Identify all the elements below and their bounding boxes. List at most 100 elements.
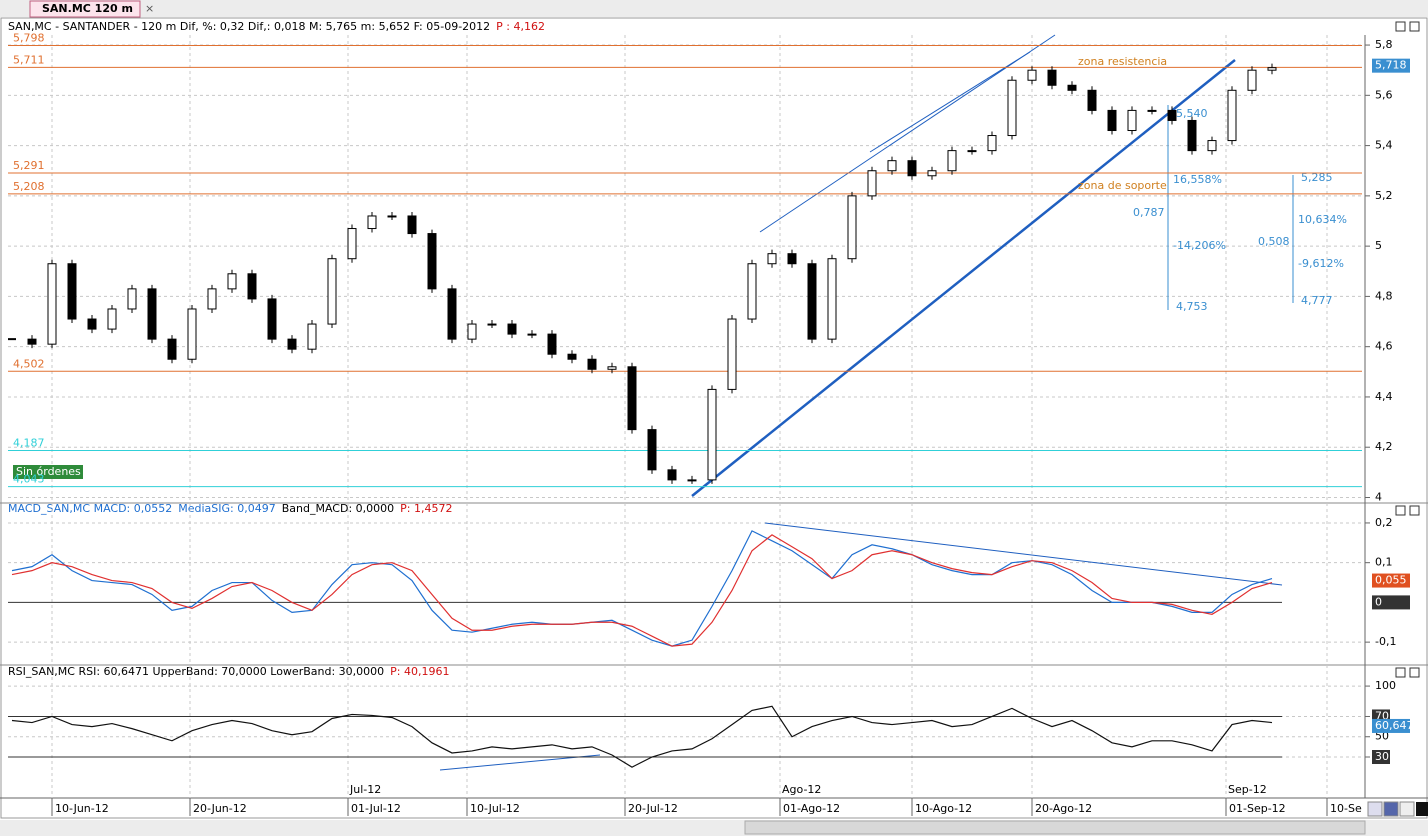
level-label: 4,502 (13, 357, 45, 370)
candle (487, 323, 497, 326)
window-buttons[interactable] (1395, 21, 1420, 678)
tab[interactable] (29, 0, 141, 18)
candle (1027, 69, 1037, 81)
button[interactable] (1409, 505, 1420, 516)
save-button[interactable] (1383, 801, 1399, 817)
candle (647, 429, 657, 471)
tick-box (1372, 750, 1390, 765)
macd-p: P: 1,4572 (400, 502, 452, 515)
macd-line (11, 530, 1273, 647)
macd-info: MACD_SAN,MC MACD: 0,0552 (8, 502, 172, 515)
candle (87, 318, 97, 330)
month-label: Jul-12 (349, 783, 381, 796)
macd-signal: MediaSIG: 0,0497 (178, 502, 275, 515)
button[interactable] (1409, 21, 1420, 32)
candle (587, 358, 597, 370)
date-label: 01-Jul-12 (351, 802, 401, 815)
price-header: SAN,MC - SANTANDER - 120 m Dif, %: 0,32 … (8, 20, 545, 33)
last-value-label: 0 (1375, 595, 1382, 608)
y-tick-label: 4,2 (1375, 440, 1393, 453)
y-tick-label: -0,1 (1375, 635, 1396, 648)
level-label: 4,043 (13, 473, 45, 486)
y-tick-label: 50 (1375, 730, 1389, 743)
level-label: 5,798 (13, 32, 45, 45)
last-value-label: 0,055 (1375, 574, 1407, 587)
candle (687, 479, 697, 482)
button[interactable] (1409, 667, 1420, 678)
tab-close[interactable]: × (145, 2, 154, 15)
button[interactable] (1395, 505, 1406, 516)
candle (67, 263, 77, 320)
y-tick-label: 5,2 (1375, 189, 1393, 202)
candle (907, 160, 917, 177)
candle (247, 273, 257, 300)
candle (307, 323, 317, 350)
level-label: 4,187 (13, 436, 45, 449)
y-tick-label: 4,8 (1375, 289, 1393, 302)
date-label: 10-Jun-12 (55, 802, 109, 815)
button[interactable] (1395, 667, 1406, 678)
scroll-thumb[interactable] (744, 820, 1366, 835)
tab-bar (0, 0, 1428, 17)
candle (127, 288, 137, 310)
level-label: 5,208 (13, 180, 45, 193)
tool-button[interactable] (1399, 801, 1415, 817)
annotation: 4,777 (1301, 294, 1333, 307)
frame (0, 17, 1428, 819)
annotation: 10,634% (1298, 213, 1347, 226)
date-label: 10-Se (1330, 802, 1362, 815)
annotation: 0,787 (1133, 206, 1165, 219)
candle (1247, 69, 1257, 91)
month-label: Sep-12 (1228, 783, 1267, 796)
last-value-box (1372, 573, 1410, 588)
candle (167, 338, 177, 360)
price-p: P : 4,162 (496, 20, 545, 33)
candle (1147, 109, 1157, 112)
candle (547, 333, 557, 355)
candle (1167, 109, 1177, 121)
candle (967, 150, 977, 153)
candle (1127, 109, 1137, 132)
candle (107, 308, 117, 330)
orders-label: Sin órdenes (16, 465, 81, 478)
tool-button[interactable] (1367, 801, 1383, 817)
tool-button[interactable] (1416, 802, 1428, 816)
annotation: zona resistencia (1078, 55, 1167, 68)
candle (867, 170, 877, 197)
candle (187, 308, 197, 360)
candle (407, 215, 417, 235)
annotation: 0,508 (1258, 235, 1290, 248)
candle (927, 170, 937, 177)
candle (227, 273, 237, 290)
orders-badge (13, 465, 83, 479)
candle (987, 135, 997, 152)
tab-label[interactable]: SAN.MC 120 m (42, 2, 133, 15)
button[interactable] (1395, 21, 1406, 32)
candle (1087, 89, 1097, 111)
macd-line (11, 534, 1273, 647)
month-label: Ago-12 (782, 783, 821, 796)
candle (887, 160, 897, 172)
candle (507, 323, 517, 335)
y-tick-label: 4 (1375, 490, 1382, 503)
rsi-header: RSI_SAN,MC RSI: 60,6471 UpperBand: 70,00… (8, 665, 449, 678)
candle (947, 150, 957, 172)
level-label: 5,291 (13, 159, 45, 172)
candle (1047, 69, 1057, 86)
rsi-p: P: 40,1961 (390, 665, 449, 678)
date-label: 01-Sep-12 (1229, 802, 1286, 815)
date-label: 10-Jul-12 (470, 802, 520, 815)
measure (1167, 105, 1294, 310)
annotation: 4,753 (1176, 300, 1208, 313)
candle (327, 258, 337, 325)
channel-line (869, 51, 1031, 153)
macd-header: MACD_SAN,MC MACD: 0,0552 MediaSIG: 0,0497… (8, 502, 452, 515)
candle (667, 469, 677, 481)
last-value-box (1372, 595, 1410, 610)
annotation: 16,558% (1173, 173, 1222, 186)
candle (807, 263, 817, 340)
candle (147, 288, 157, 340)
candle (627, 366, 637, 431)
